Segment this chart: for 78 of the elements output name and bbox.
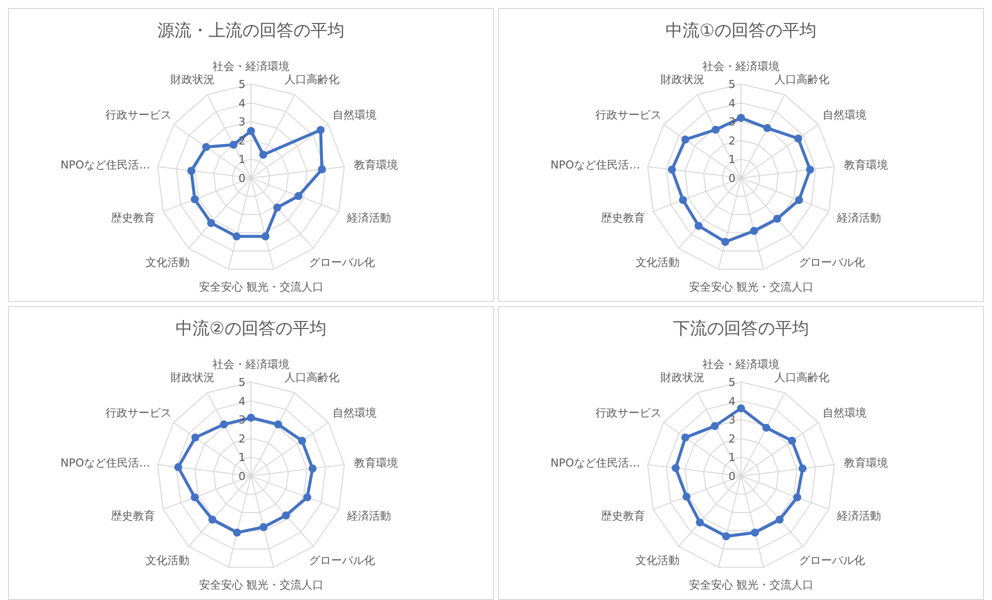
y-tick-label: 1 (238, 451, 246, 464)
spoke-label: グローバル化 (308, 554, 375, 567)
y-tick-label: 3 (238, 116, 246, 129)
chart-title: 下流の回答の平均 (672, 318, 810, 340)
spoke-label: 行政サービス (595, 108, 662, 122)
spoke-label: 行政サービス (595, 406, 662, 420)
y-tick-label: 2 (728, 134, 736, 148)
y-tick-label: 4 (728, 394, 736, 408)
spoke-label: 歴史教育 (601, 510, 646, 523)
spoke-label: 観光・交流人口 (246, 280, 324, 294)
spoke-label: 観光・交流人口 (246, 578, 324, 592)
spoke-label: 安全安心 (688, 578, 733, 592)
spoke-label: 教育環境 (354, 456, 398, 470)
spoke-label: 観光・交流人口 (736, 280, 814, 294)
chart-title: 中流②の回答の平均 (174, 318, 328, 340)
spoke-label: NPOなど住民活… (60, 456, 150, 470)
spoke-label: 歴史教育 (111, 510, 156, 523)
spoke-label: 教育環境 (354, 158, 398, 172)
spoke-label: 文化活動 (635, 256, 680, 269)
y-tick-label: 5 (238, 376, 246, 389)
spoke-label: 財政状況 (660, 370, 704, 384)
y-tick-label: 3 (728, 414, 736, 427)
spoke-label: 社会・経済環境 (212, 358, 290, 371)
spoke-label: 観光・交流人口 (736, 578, 814, 592)
spoke-label: 社会・経済環境 (702, 358, 780, 371)
spoke-label: 社会・経済環境 (702, 60, 780, 73)
spoke-label: 経済活動 (836, 510, 881, 523)
y-tick-label: 5 (238, 78, 246, 91)
y-tick-label: 3 (238, 414, 246, 427)
spoke-label: NPOなど住民活… (550, 158, 640, 172)
chart-title: 源流・上流の回答の平均 (156, 20, 346, 42)
spoke-label: グローバル化 (798, 256, 865, 269)
spoke-label: 安全安心 (198, 280, 243, 294)
y-tick-label: 4 (238, 394, 246, 408)
y-tick-label: 5 (728, 376, 736, 389)
y-tick-label: 1 (728, 451, 736, 464)
spoke-label: 安全安心 (688, 280, 733, 294)
spoke-label: 経済活動 (836, 212, 881, 225)
spoke-label: 経済活動 (346, 510, 391, 523)
spoke-label: NPOなど住民活… (550, 456, 640, 470)
spoke-label: 教育環境 (844, 456, 888, 470)
y-tick-label: 4 (728, 96, 736, 110)
spoke-label: 人口高齢化 (774, 370, 830, 384)
y-tick-label: 0 (238, 470, 246, 483)
spoke-label: 人口高齢化 (284, 370, 340, 384)
y-tick-label: 0 (238, 172, 246, 185)
spoke-label: 自然環境 (332, 108, 377, 122)
spoke-label: 文化活動 (145, 554, 190, 567)
spoke-label: 自然環境 (822, 406, 867, 420)
y-tick-label: 2 (238, 432, 246, 446)
spoke-label: 安全安心 (198, 578, 243, 592)
spoke-label: グローバル化 (798, 554, 865, 567)
spoke-label: 文化活動 (635, 554, 680, 567)
spoke-label: 人口高齢化 (774, 72, 830, 86)
spoke-label: 行政サービス (105, 108, 172, 122)
y-tick-label: 0 (728, 172, 736, 185)
spoke-label: 自然環境 (822, 108, 867, 122)
y-tick-label: 2 (728, 432, 736, 446)
y-tick-label: 4 (238, 96, 246, 110)
spoke-label: 経済活動 (346, 212, 391, 225)
chart-title: 中流①の回答の平均 (664, 20, 818, 42)
y-tick-label: 0 (728, 470, 736, 483)
y-tick-label: 5 (728, 78, 736, 91)
spoke-label: 文化活動 (145, 256, 190, 269)
spoke-label: 財政状況 (170, 370, 214, 384)
spoke-label: 財政状況 (660, 72, 704, 86)
spoke-label: 財政状況 (170, 72, 214, 86)
spoke-label: 歴史教育 (111, 212, 156, 225)
spoke-label: グローバル化 (308, 256, 375, 269)
y-tick-label: 1 (238, 153, 246, 166)
spoke-label: NPOなど住民活… (60, 158, 150, 172)
y-tick-label: 1 (728, 153, 736, 166)
spoke-label: 自然環境 (332, 406, 377, 420)
spoke-label: 社会・経済環境 (212, 60, 290, 73)
spoke-label: 教育環境 (844, 158, 888, 172)
spoke-label: 人口高齢化 (284, 72, 340, 86)
spoke-label: 行政サービス (105, 406, 172, 420)
spoke-label: 歴史教育 (601, 212, 646, 225)
